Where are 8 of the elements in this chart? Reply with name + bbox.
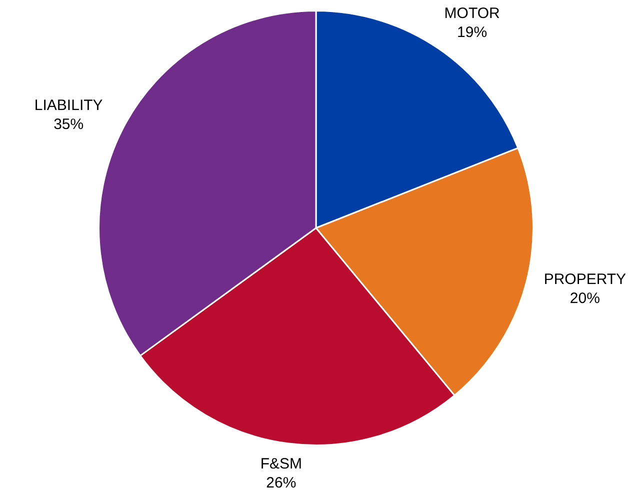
data-label: 26%: [266, 474, 296, 492]
slice-label: PROPERTY: [544, 271, 626, 288]
slice-label: F&SM: [260, 455, 302, 472]
slice-label: MOTOR: [444, 4, 500, 22]
data-label: 35%: [54, 116, 84, 134]
data-label: 19%: [457, 24, 488, 41]
slice-label: LIABILITY: [34, 97, 103, 114]
data-label: 20%: [570, 290, 600, 308]
